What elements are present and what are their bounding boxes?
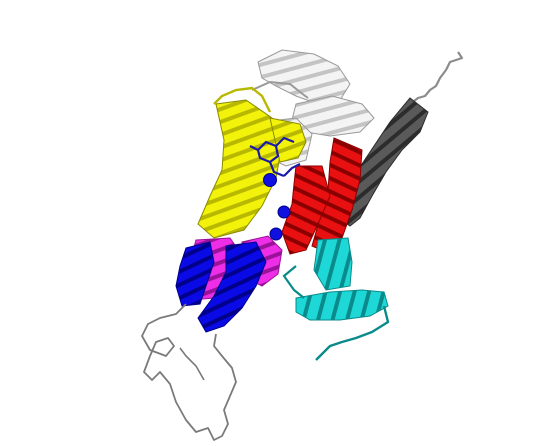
gray-loop-tail-bottom [141,303,237,441]
blue-helix-right [197,241,267,333]
gray-loop-tail-branch [179,347,205,381]
ion-sphere-2 [277,205,291,219]
cyan-loop-left [282,265,305,299]
cyan-loop-bottom [315,305,390,361]
ligand-sticks [249,136,301,178]
red-helix-left [281,165,331,255]
gray-loop-tail-top [409,51,464,105]
cyan-helix-vertical [313,237,353,291]
cyan-helix-horizontal [295,289,389,321]
ion-sphere-3 [269,227,283,241]
ion-sphere-1 [263,173,277,187]
white-loop-top [251,80,309,99]
gray-helix [337,97,429,227]
blue-helix-left [175,241,215,307]
yellow-loop-top [213,86,272,113]
